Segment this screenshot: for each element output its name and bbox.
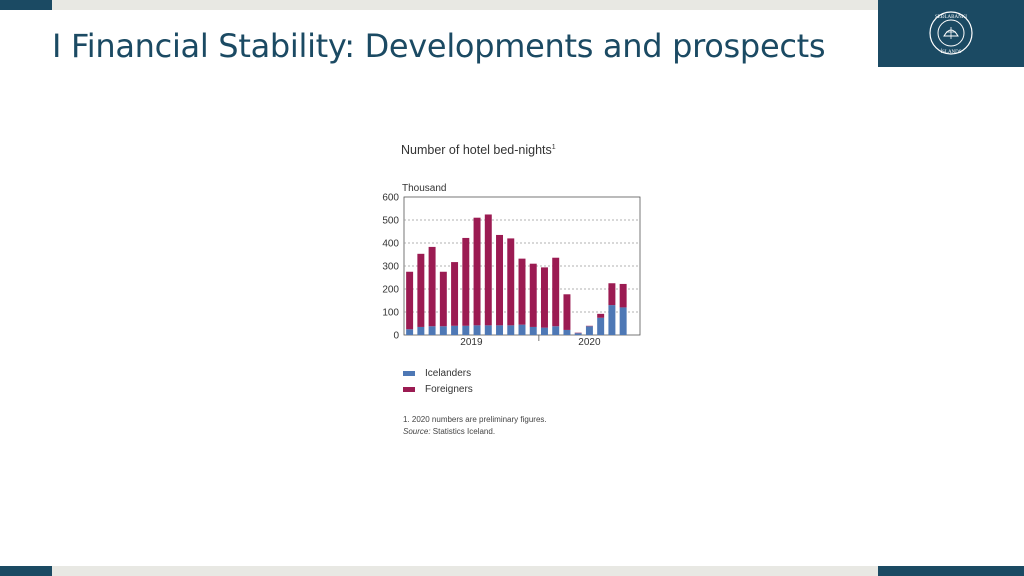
legend-swatch-icelanders bbox=[403, 370, 415, 376]
bar-foreigners bbox=[529, 263, 537, 327]
seal-icon: SEÐLABANKI ÍSLANDS bbox=[929, 11, 973, 55]
bar-icelanders bbox=[406, 329, 414, 335]
legend-label-icelanders: Icelanders bbox=[425, 367, 472, 379]
chart-footnotes: 1. 2020 numbers are preliminary figures.… bbox=[403, 414, 547, 438]
bar-foreigners bbox=[428, 246, 436, 327]
bottom-band-right bbox=[878, 566, 1024, 576]
y-tick-label: 400 bbox=[382, 239, 399, 250]
bar-foreigners bbox=[439, 271, 447, 327]
central-bank-logo: SEÐLABANKI ÍSLANDS bbox=[878, 0, 1024, 67]
logo-text-upper: SEÐLABANKI bbox=[935, 15, 967, 20]
bottom-band-accent bbox=[0, 566, 52, 576]
bar-icelanders bbox=[563, 329, 571, 335]
bar-icelanders bbox=[507, 325, 515, 335]
slide-title: I Financial Stability: Developments and … bbox=[52, 27, 826, 65]
bar-foreigners bbox=[518, 258, 526, 325]
bar-foreigners bbox=[540, 267, 548, 328]
bar-foreigners bbox=[619, 283, 627, 308]
y-unit-label: Thousand bbox=[402, 183, 446, 194]
bar-foreigners bbox=[406, 271, 414, 330]
bars-layer bbox=[406, 214, 627, 335]
bar-foreigners bbox=[473, 217, 481, 326]
y-tick-label: 300 bbox=[382, 262, 399, 273]
bar-icelanders bbox=[439, 326, 447, 335]
bar-icelanders bbox=[552, 326, 560, 335]
top-band bbox=[52, 0, 878, 10]
bar-foreigners bbox=[496, 234, 504, 326]
footnote-source-prefix: Source: bbox=[403, 427, 431, 436]
bar-icelanders bbox=[574, 333, 582, 335]
chart-title: Number of hotel bed-nights1 bbox=[401, 143, 556, 157]
legend-label-foreigners: Foreigners bbox=[425, 383, 473, 395]
y-tick-label: 0 bbox=[393, 331, 399, 342]
y-tick-label: 500 bbox=[382, 216, 399, 227]
x-year-label: 2020 bbox=[578, 337, 601, 348]
bar-foreigners bbox=[563, 294, 571, 330]
axis-layer: 0 100 200 300 400 500 600 2019 2020 bbox=[382, 193, 601, 349]
bar-foreigners bbox=[507, 238, 515, 326]
hotel-bed-nights-chart: 0 100 200 300 400 500 600 2019 2020 Thousand bbox=[382, 183, 641, 349]
bar-icelanders bbox=[462, 325, 470, 335]
bar-foreigners bbox=[608, 283, 616, 306]
bar-icelanders bbox=[473, 325, 481, 335]
legend-item-foreigners: Foreigners bbox=[403, 381, 473, 397]
bar-icelanders bbox=[451, 325, 459, 335]
bar-foreigners bbox=[484, 214, 492, 326]
legend-item-icelanders: Icelanders bbox=[403, 365, 473, 381]
top-band-accent bbox=[0, 0, 52, 10]
bar-icelanders bbox=[597, 317, 605, 335]
bar-icelanders bbox=[428, 326, 436, 335]
bar-foreigners bbox=[597, 313, 605, 318]
chart-title-text: Number of hotel bed-nights bbox=[401, 143, 552, 157]
bar-foreigners bbox=[462, 237, 470, 326]
bar-icelanders bbox=[585, 326, 593, 335]
bar-icelanders bbox=[518, 324, 526, 335]
bar-foreigners bbox=[451, 262, 459, 326]
logo-text-lower: ÍSLANDS bbox=[940, 49, 961, 55]
bar-icelanders bbox=[496, 325, 504, 335]
bottom-band bbox=[52, 566, 878, 576]
bar-icelanders bbox=[540, 327, 548, 335]
legend-swatch-foreigners bbox=[403, 386, 415, 392]
chart-title-footnote-mark: 1 bbox=[551, 143, 556, 151]
footnote-preliminary: 1. 2020 numbers are preliminary figures. bbox=[403, 415, 547, 424]
y-tick-label: 200 bbox=[382, 285, 399, 296]
y-tick-label: 600 bbox=[382, 193, 399, 204]
bar-icelanders bbox=[619, 307, 627, 335]
bar-icelanders bbox=[608, 305, 616, 335]
y-tick-label: 100 bbox=[382, 308, 399, 319]
x-year-label: 2019 bbox=[460, 337, 483, 348]
bar-foreigners bbox=[417, 253, 425, 327]
bar-icelanders bbox=[484, 325, 492, 335]
footnote-source-text: Statistics Iceland. bbox=[430, 427, 496, 436]
bar-icelanders bbox=[417, 326, 425, 335]
chart-legend: Icelanders Foreigners bbox=[403, 365, 473, 397]
bar-foreigners bbox=[552, 257, 560, 327]
footnote-source: Source: Statistics Iceland. bbox=[403, 426, 547, 438]
bar-icelanders bbox=[529, 326, 537, 335]
